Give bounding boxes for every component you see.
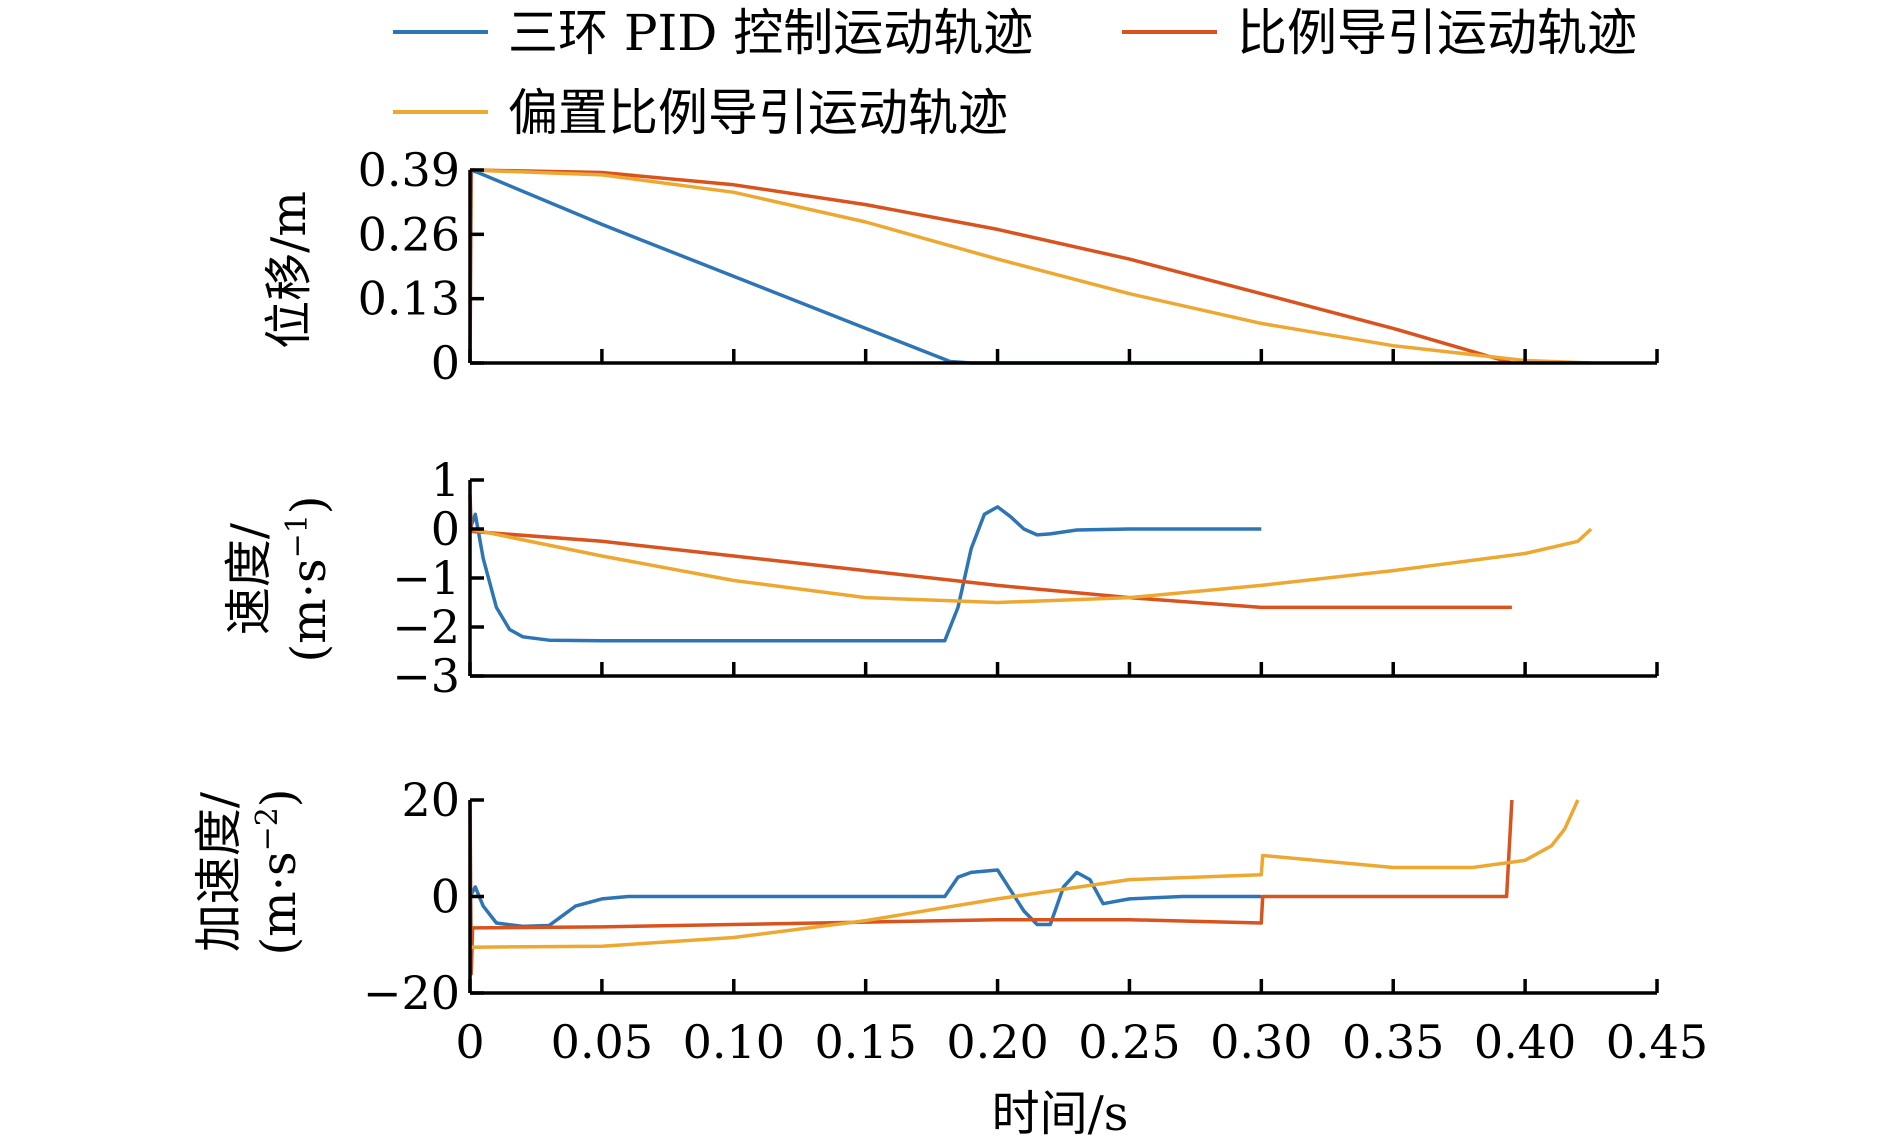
- x-tick-label-4: 0.20: [946, 1015, 1048, 1069]
- y-tick-label-1-1: −2: [392, 600, 460, 654]
- acceleration-unit-close: ): [251, 788, 307, 807]
- x-tick-label-3: 0.15: [814, 1015, 916, 1069]
- series-line-0-1: [468, 168, 1513, 365]
- series-line-2-1: [468, 799, 1514, 976]
- series-line-0-0: [469, 168, 1262, 365]
- y-tick-label-2-1: 0: [431, 870, 460, 924]
- legend-label-biased-png: 偏置比例导引运动轨迹: [508, 84, 1008, 142]
- x-tick-label-2: 0.10: [683, 1015, 785, 1069]
- x-tick-label-0: 0: [455, 1015, 484, 1069]
- acceleration-ylabel-unit: (m·s−2): [250, 788, 307, 955]
- y-tick-label-1-2: −1: [392, 551, 460, 605]
- x-tick-label-8: 0.40: [1474, 1015, 1576, 1069]
- displacement-panel: 位移/m 0 0.13 0.26 0.39: [261, 143, 1659, 390]
- legend-item-pid: 三环 PID 控制运动轨迹: [393, 4, 1033, 62]
- y-tick-label-1-3: 0: [431, 502, 460, 556]
- time-xlabel: 时间/s: [992, 1086, 1129, 1142]
- series-line-1-2: [469, 527, 1593, 605]
- x-tick-label-7: 0.35: [1342, 1015, 1444, 1069]
- legend: 三环 PID 控制运动轨迹 比例导引运动轨迹 偏置比例导引运动轨迹: [393, 4, 1637, 142]
- y-tick-label-0-2: 0.26: [358, 207, 460, 261]
- legend-label-pid: 三环 PID 控制运动轨迹: [508, 4, 1033, 62]
- y-tick-label-1-0: −3: [392, 649, 460, 703]
- x-tick-label-9: 0.45: [1606, 1015, 1708, 1069]
- x-tick-label-5: 0.25: [1078, 1015, 1180, 1069]
- y-tick-label-0-3: 0.39: [358, 143, 460, 197]
- series-line-0-2: [469, 168, 1592, 365]
- velocity-unit-exponent: −1: [280, 514, 315, 558]
- y-tick-label-1-4: 1: [431, 453, 460, 507]
- y-tick-label-0-0: 0: [431, 336, 460, 390]
- velocity-panel: 速度/ (m·s−1) −3−2−101: [221, 453, 1659, 703]
- series-line-1-0: [468, 505, 1262, 643]
- y-tick-label-2-2: 20: [401, 773, 460, 827]
- acceleration-ylabel: 加速度/: [191, 791, 247, 952]
- velocity-ylabel-unit: (m·s−1): [280, 495, 337, 662]
- x-tick-label-6: 0.30: [1210, 1015, 1312, 1069]
- acceleration-unit-base: (m·s: [251, 851, 307, 955]
- y-tick-label-0-1: 0.13: [358, 272, 460, 326]
- legend-item-biased-png: 偏置比例导引运动轨迹: [393, 84, 1008, 142]
- displacement-ylabel: 位移/m: [261, 191, 317, 349]
- x-tick-label-1: 0.05: [551, 1015, 653, 1069]
- y-tick-label-2-0: −20: [363, 966, 460, 1020]
- legend-item-png: 比例导引运动轨迹: [1122, 4, 1637, 62]
- series-line-2-2: [469, 799, 1580, 949]
- velocity-unit-base: (m·s: [281, 558, 337, 662]
- acceleration-unit-exponent: −2: [250, 807, 285, 851]
- legend-label-png: 比例导引运动轨迹: [1237, 4, 1637, 62]
- velocity-unit-close: ): [281, 495, 337, 514]
- velocity-ylabel: 速度/: [221, 522, 277, 635]
